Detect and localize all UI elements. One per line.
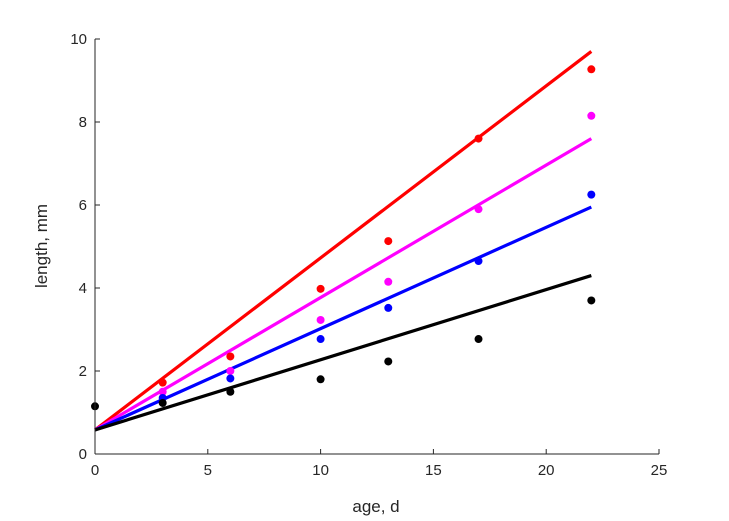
data-point-1-6	[587, 65, 596, 74]
data-point-1-2	[226, 352, 235, 361]
data-point-3-6	[587, 190, 596, 199]
data-point-2-3	[316, 315, 325, 324]
y-tick-label-4: 4	[79, 280, 87, 297]
data-point-3-3	[316, 335, 325, 344]
data-point-1-5	[474, 134, 483, 143]
x-tick-label-15: 15	[425, 462, 442, 479]
fit-line-3	[94, 205, 592, 432]
x-axis-title: age, d	[352, 497, 399, 516]
data-point-1-4	[384, 237, 393, 246]
y-tick-label-10: 10	[70, 31, 87, 48]
x-tick-label-0: 0	[91, 462, 99, 479]
data-point-2-1	[158, 387, 167, 396]
fit-line-2	[94, 137, 593, 432]
x-tick-label-25: 25	[651, 462, 668, 479]
y-axis-title: length, mm	[32, 204, 51, 288]
data-point-2-5	[474, 205, 483, 214]
data-point-1-1	[158, 378, 167, 387]
data-point-4-5	[474, 335, 483, 344]
data-point-4-4	[384, 357, 393, 366]
x-tick-label-10: 10	[312, 462, 329, 479]
data-point-4-3	[316, 375, 325, 384]
data-point-1-3	[316, 284, 325, 293]
data-point-3-4	[384, 303, 393, 312]
x-tick-label-20: 20	[538, 462, 555, 479]
data-point-3-2	[226, 374, 235, 383]
fit-line-4	[94, 274, 592, 432]
data-point-3-5	[474, 257, 483, 266]
data-point-2-2	[226, 367, 235, 375]
y-tick-label-6: 6	[79, 197, 87, 214]
data-point-4-1	[158, 398, 167, 407]
data-point-4-2	[226, 387, 235, 396]
y-tick-label-0: 0	[79, 446, 87, 463]
x-tick-label-5: 5	[204, 462, 212, 479]
axes: 0 5 10 15 20 25 0 2 4 6 8 10	[70, 31, 667, 479]
y-tick-label-8: 8	[79, 114, 87, 131]
data-point-4-6	[587, 296, 596, 305]
fit-line-1	[94, 50, 593, 432]
y-tick-label-2: 2	[79, 363, 87, 380]
data-point-2-6	[587, 111, 596, 120]
data-point-2-4	[384, 277, 393, 286]
plot-area	[91, 50, 596, 432]
